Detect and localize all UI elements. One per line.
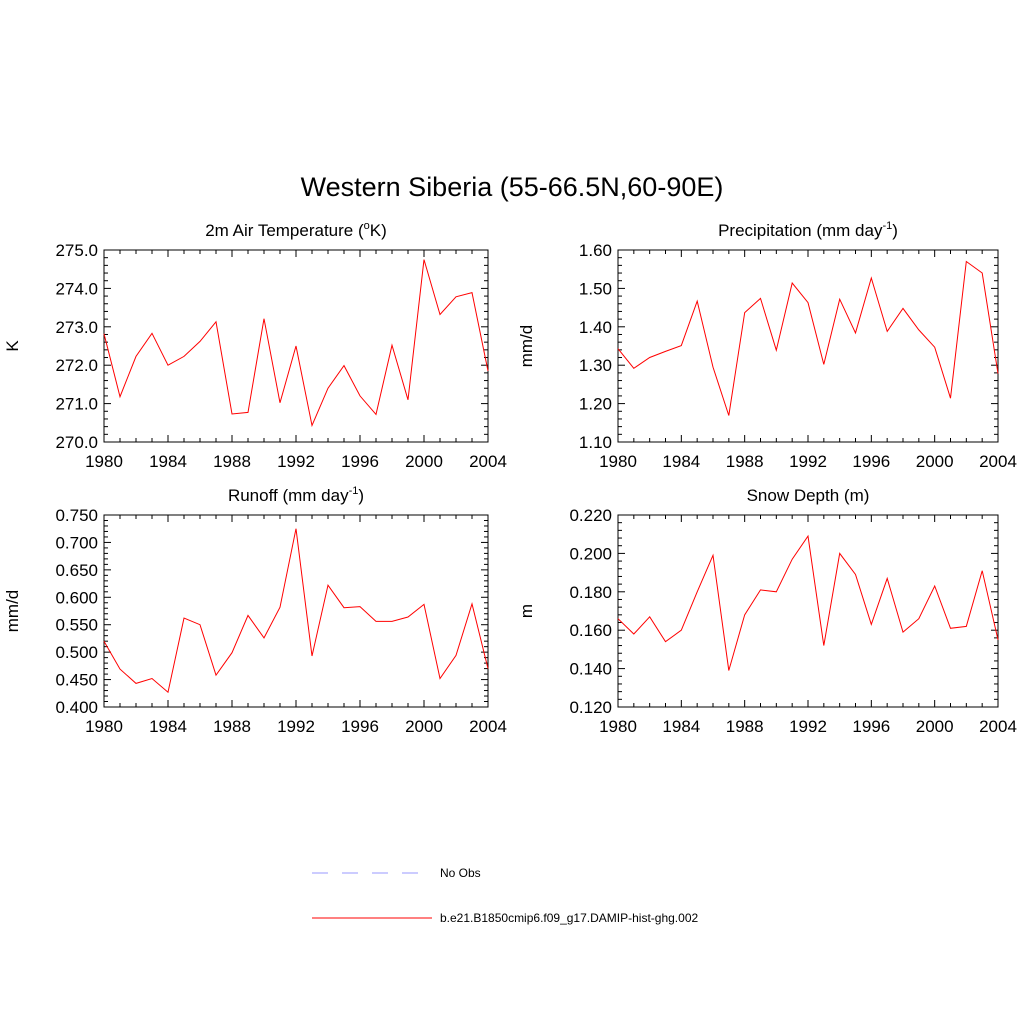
x-tick-label: 1980 [85,717,123,736]
x-tick-label: 2000 [405,717,443,736]
y-tick-label: 273.0 [55,318,98,337]
series-line-0 [103,528,489,694]
panel-title: Snow Depth (m) [747,486,870,505]
y-tick-label: 0.140 [569,660,612,679]
y-tick-label: 0.160 [569,621,612,640]
x-tick-label: 1980 [599,717,637,736]
panel-title-title-sup-post: -1 [349,485,359,497]
x-tick-label: 2000 [916,452,954,471]
y-tick-label: 274.0 [55,279,98,298]
x-tick-label: 1992 [789,452,827,471]
y-tick-label: 1.30 [579,356,612,375]
x-tick-label: 2004 [469,717,507,736]
x-tick-label: 1988 [213,452,251,471]
y-tick-label: 272.0 [55,356,98,375]
panel-title-title-end: ) [381,221,387,240]
legend-label-model: b.e21.B1850cmip6.f09_g17.DAMIP-hist-ghg.… [440,911,698,925]
series-line-0 [103,259,489,428]
x-tick-label: 2000 [405,452,443,471]
x-tick-label: 1988 [213,717,251,736]
panel-title: Precipitation (mm day-1) [718,220,898,240]
y-tick-label: 0.200 [569,544,612,563]
panel-title-title-main: Precipitation (mm day [718,221,883,240]
y-tick-label: 1.40 [579,318,612,337]
y-tick-label: 0.220 [569,506,612,525]
panel-title-title-sup-post: -1 [882,220,892,232]
x-tick-label: 1984 [149,452,187,471]
y-tick-label: 271.0 [55,395,98,414]
x-tick-label: 1984 [662,717,700,736]
panel-title-title-sup-pre: o [364,220,370,232]
x-tick-label: 2004 [979,452,1017,471]
panel-title-title-end: ) [358,486,364,505]
x-tick-label: 1992 [277,717,315,736]
x-tick-label: 2000 [916,717,954,736]
panel-title-title-mid: K [370,221,382,240]
panel-title: Runoff (mm day-1) [228,485,364,505]
series-line-0 [617,260,999,416]
x-tick-label: 1984 [149,717,187,736]
y-axis-label: m [517,604,536,618]
y-tick-label: 1.60 [579,241,612,260]
y-tick-label: 0.180 [569,583,612,602]
panel-title: 2m Air Temperature (oK) [205,220,387,240]
panel-title-title-main: 2m Air Temperature ( [205,221,364,240]
legend: No Obs b.e21.B1850cmip6.f09_g17.DAMIP-hi… [312,866,698,925]
y-tick-label: 0.400 [55,698,98,717]
chart-panels: 1980 1984 1988 1992 1996 2000 2004 270.0 271.0 27… [3,220,1017,736]
y-axis-label: K [3,340,22,352]
series-line-0 [617,534,999,671]
y-tick-label: 0.700 [55,533,98,552]
y-tick-label: 0.650 [55,561,98,580]
y-tick-label: 0.600 [55,588,98,607]
x-tick-label: 2004 [469,452,507,471]
legend-label-no-obs: No Obs [440,866,481,880]
y-axis-label: mm/d [517,325,536,368]
x-tick-label: 1988 [726,452,764,471]
y-tick-label: 0.550 [55,616,98,635]
x-tick-label: 1996 [852,452,890,471]
figure-title: Western Siberia (55-66.5N,60-90E) [301,172,724,202]
panel-title-title-end: ) [892,221,898,240]
y-tick-label: 270.0 [55,433,98,452]
x-tick-label: 1996 [852,717,890,736]
x-tick-label: 1988 [726,717,764,736]
x-tick-label: 2004 [979,717,1017,736]
y-tick-label: 275.0 [55,241,98,260]
x-tick-label: 1980 [599,452,637,471]
y-tick-label: 0.500 [55,643,98,662]
panel-title-title-main: Runoff (mm day [228,486,349,505]
x-tick-label: 1996 [341,717,379,736]
panel-title-title-main: Snow Depth (m) [747,486,870,505]
x-tick-label: 1984 [662,452,700,471]
x-tick-label: 1996 [341,452,379,471]
chart-panel-top-right: 1980 1984 1988 1992 1996 2000 2004 1.10 1.20 1.30… [517,220,1017,471]
y-tick-label: 1.50 [579,279,612,298]
x-tick-label: 1992 [277,452,315,471]
chart-panel-bottom-right: 1980 1984 1988 1992 1996 2000 2004 0.120 0.140 0.… [517,486,1017,736]
chart-panel-bottom-left: 1980 1984 1988 1992 1996 2000 2004 0.400 0.450 0.… [3,485,507,736]
y-tick-label: 1.20 [579,395,612,414]
x-tick-label: 1980 [85,452,123,471]
y-axis-label: mm/d [3,590,22,633]
chart-panel-top-left: 1980 1984 1988 1992 1996 2000 2004 270.0 271.0 27… [3,220,507,471]
y-tick-label: 0.120 [569,698,612,717]
y-tick-label: 0.450 [55,671,98,690]
y-tick-label: 0.750 [55,506,98,525]
x-tick-label: 1992 [789,717,827,736]
y-tick-label: 1.10 [579,433,612,452]
